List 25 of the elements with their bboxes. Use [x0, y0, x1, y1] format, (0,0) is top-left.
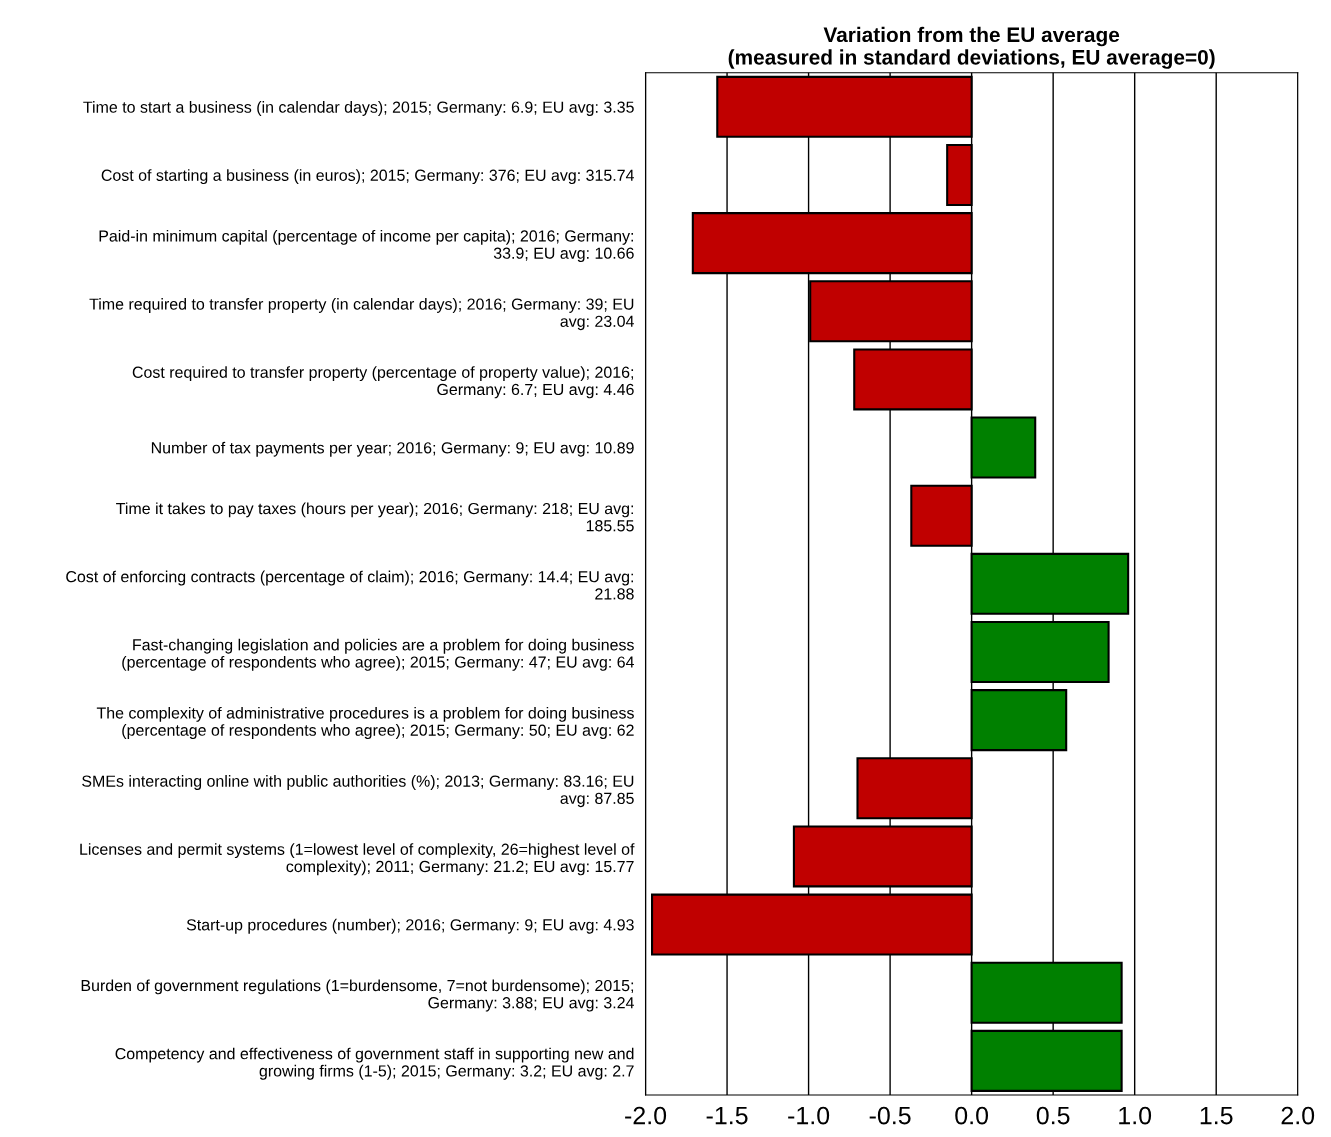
y-tick-label: Number of tax payments per year; 2016; Germany: 9; EU avg: 10.89	[151, 441, 634, 457]
x-tick-label: 1.5	[1200, 1106, 1233, 1125]
y-tick-label: The complexity of administrative procedures is a problem for doing business (percentage of respondents who agree); 2015; Germany: 50; EU avg: 62	[96, 706, 634, 739]
y-tick-label: Fast-changing legislation and policies are a problem for doing business (percentage of respondents who agree); 2015; Germany: 47; EU avg: 64	[122, 638, 634, 671]
y-tick-label: Cost of enforcing contracts (percentage of claim); 2016; Germany: 14.4; EU avg: 21.88	[66, 570, 634, 600]
y-tick-label: Licenses and permit systems (1=lowest level of complexity, 26=highest level of complexity); 2011; Germany: 21.2; EU avg: 15.77	[80, 843, 635, 876]
y-tick-label: Time it takes to pay taxes (hours per year); 2016; Germany: 218; EU avg: 185.55	[116, 502, 634, 532]
x-tick-label: 0.0	[955, 1106, 989, 1125]
x-tick-label: 0.5	[1036, 1106, 1070, 1125]
x-tick-label: -0.5	[869, 1106, 911, 1125]
chart-title: Variation from the EU average (measured in standard deviations, EU average=0)	[728, 26, 1215, 69]
x-tick-label: -1.5	[706, 1106, 748, 1125]
x-tick-label: 1.0	[1119, 1106, 1152, 1125]
y-tick-label: Cost required to transfer property (percentage of property value); 2016; Germany: 6.7; EU avg: 4.46	[132, 366, 634, 399]
y-tick-label: SMEs interacting online with public authorities (%); 2013; Germany: 83.16; EU avg: 87.85	[82, 775, 634, 808]
y-tick-label: Competency and effectiveness of government staff in supporting new and growing firms (1-5); 2015; Germany: 3.2; EU avg: 2.7	[115, 1047, 634, 1080]
x-tick-label: 2.0	[1281, 1106, 1315, 1125]
y-tick-label: Time to start a business (in calendar days); 2015; Germany: 6.9; EU avg: 3.35	[83, 101, 634, 116]
y-tick-label: Time required to transfer property (in calendar days); 2016; Germany: 39; EU avg: 23.04	[89, 298, 634, 331]
y-tick-label: Start-up procedures (number); 2016; Germany: 9; EU avg: 4.93	[186, 918, 634, 934]
x-tick-label: -2.0	[625, 1106, 667, 1125]
x-tick-label: -1.0	[788, 1106, 830, 1125]
y-tick-label: Paid-in minimum capital (percentage of income per capita); 2016; Germany: 33.9; EU avg: 10.66	[99, 229, 634, 262]
y-tick-label: Cost of starting a business (in euros); 2015; Germany: 376; EU avg: 315.74	[101, 169, 634, 185]
y-tick-label: Burden of government regulations (1=burdensome, 7=not burdensome); 2015; Germany: 3.88; EU avg: 3.24	[81, 979, 634, 1012]
